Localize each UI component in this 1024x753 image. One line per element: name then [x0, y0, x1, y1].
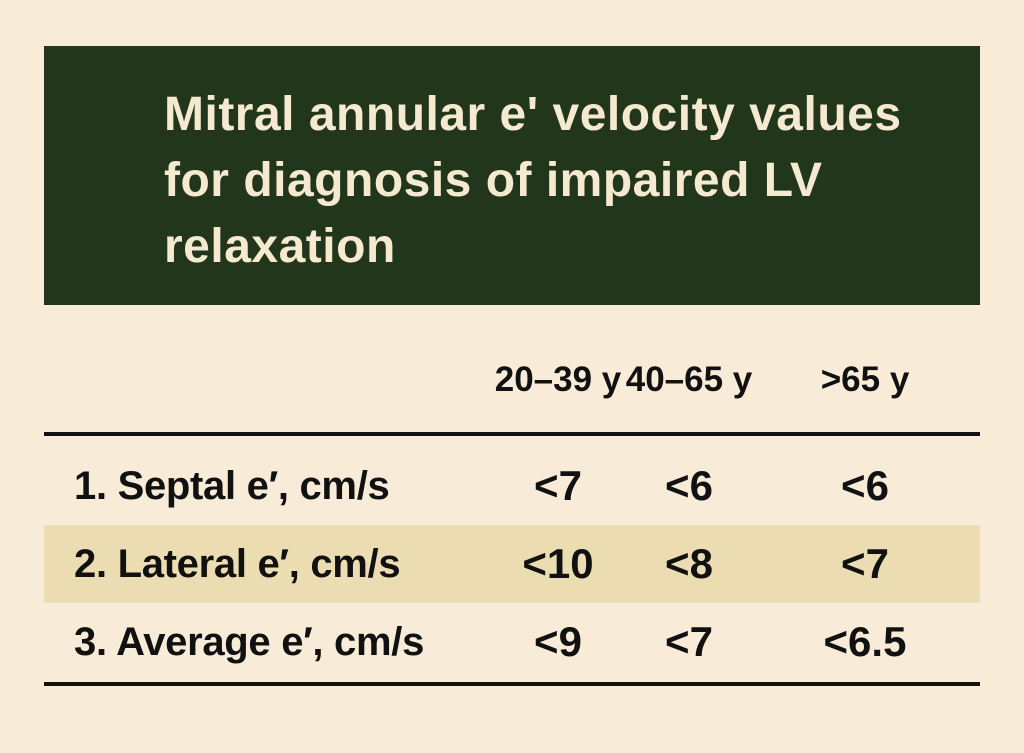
table-row-septal: 1. Septal e′, cm/s <7 <6 <6	[44, 447, 980, 525]
cell-septal-over-65: <6	[841, 462, 889, 509]
column-header-over-65: >65 y	[820, 360, 910, 399]
row-label-average: 3. Average e′, cm/s	[74, 620, 425, 664]
column-header-40-65: 40–65 y	[625, 360, 753, 399]
title-banner: Mitral annular e' velocity values for di…	[44, 46, 980, 305]
cell-average-over-65: <6.5	[823, 618, 907, 665]
row-label-septal: 1. Septal e′, cm/s	[74, 464, 390, 508]
cell-lateral-40-65: <8	[665, 540, 713, 587]
cell-average-40-65: <7	[665, 618, 713, 665]
cell-lateral-over-65: <7	[841, 540, 889, 587]
page-title: Mitral annular e' velocity values for di…	[164, 88, 902, 273]
row-label-lateral: 2. Lateral e′, cm/s	[74, 542, 401, 586]
cell-lateral-20-39: <10	[522, 540, 594, 587]
table-row-average: 3. Average e′, cm/s <9 <7 <6.5	[44, 603, 980, 681]
table-row-lateral: 2. Lateral e′, cm/s <10 <8 <7	[44, 525, 980, 603]
cell-average-20-39: <9	[534, 618, 582, 665]
cell-septal-40-65: <6	[665, 462, 713, 509]
table-header-row: 20–39 y 40–65 y >65 y	[0, 350, 1024, 410]
column-header-20-39: 20–39 y	[494, 360, 622, 399]
table-top-rule	[44, 432, 980, 436]
cell-septal-20-39: <7	[534, 462, 582, 509]
table-bottom-rule	[44, 682, 980, 686]
